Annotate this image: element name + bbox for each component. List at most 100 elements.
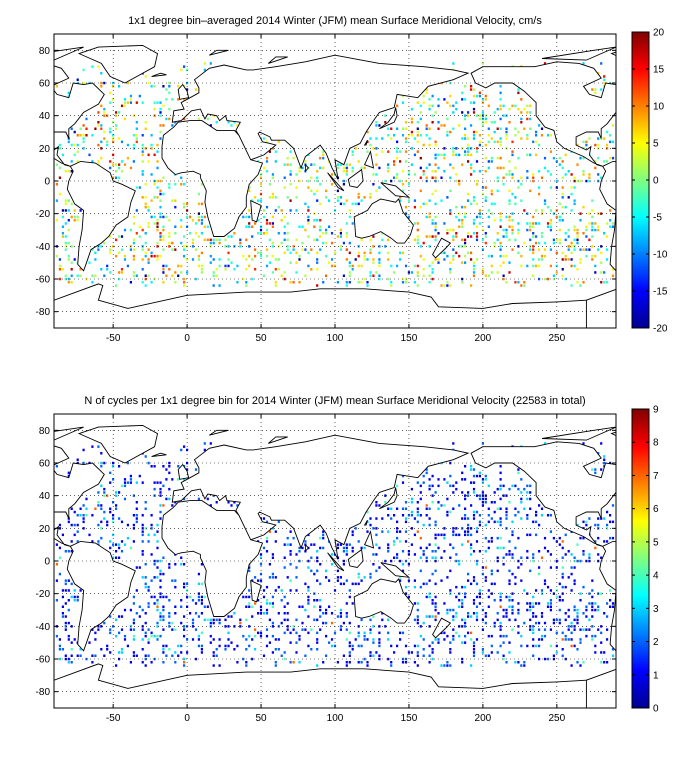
data-cell: [532, 625, 535, 628]
data-cell: [387, 530, 390, 533]
data-cell: [416, 284, 419, 287]
data-cell: [268, 150, 271, 153]
data-cell: [262, 546, 266, 550]
data-cell: [177, 465, 180, 468]
data-cell: [508, 501, 511, 504]
data-cell: [472, 517, 476, 520]
data-cell: [372, 553, 375, 556]
data-cell: [150, 281, 153, 284]
data-cell: [378, 631, 381, 635]
data-cell: [413, 264, 416, 268]
data-cell: [496, 612, 499, 615]
data-cell: [428, 98, 431, 101]
data-cell: [505, 254, 508, 258]
data-cell: [585, 628, 588, 631]
y-tick-label: -60: [36, 655, 51, 666]
data-cell: [283, 215, 286, 219]
data-cell: [437, 98, 440, 101]
data-cell: [336, 281, 339, 284]
data-cell: [316, 268, 319, 271]
data-cell: [484, 98, 487, 101]
data-cell: [390, 644, 393, 648]
data-cell: [70, 595, 73, 599]
data-cell: [67, 589, 70, 592]
data-cell: [153, 533, 156, 537]
data-cell: [425, 134, 428, 137]
data-cell: [452, 533, 455, 537]
landmass: [379, 487, 398, 510]
data-cell: [499, 465, 502, 468]
landmass: [151, 452, 167, 457]
data-cell: [535, 140, 538, 144]
data-cell: [472, 641, 476, 644]
data-cell: [268, 530, 271, 533]
data-cell: [535, 130, 538, 134]
data-cell: [478, 170, 481, 173]
data-cell: [484, 117, 487, 121]
data-cell: [416, 501, 419, 504]
data-cell: [369, 274, 372, 277]
data-cell: [579, 219, 582, 222]
data-cell: [390, 664, 393, 667]
data-cell: [591, 589, 594, 592]
data-cell: [100, 127, 103, 130]
data-cell: [452, 127, 455, 130]
landmass: [353, 578, 414, 624]
x-tick-label: -50: [106, 333, 121, 344]
data-cell: [67, 258, 70, 261]
data-cell: [268, 641, 271, 644]
data-cell: [564, 153, 567, 157]
data-cell: [425, 507, 428, 510]
data-cell: [91, 445, 94, 448]
data-cell: [286, 156, 289, 160]
data-cell: [487, 134, 490, 137]
data-cell: [295, 576, 298, 579]
data-cell: [434, 523, 437, 527]
data-cell: [94, 507, 97, 510]
data-cell: [467, 612, 470, 615]
data-cell: [233, 612, 236, 615]
data-cell: [570, 644, 573, 648]
data-cell: [452, 248, 455, 251]
landmass: [54, 426, 84, 441]
data-cell: [212, 494, 215, 497]
data-cell: [212, 271, 215, 274]
data-cell: [529, 225, 532, 228]
data-cell: [431, 556, 434, 559]
data-cell: [348, 654, 351, 657]
data-cell: [153, 595, 156, 599]
data-cell: [76, 540, 79, 543]
data-cell: [393, 556, 396, 559]
data-cell: [404, 140, 408, 144]
data-cell: [236, 504, 239, 507]
data-cell: [472, 550, 476, 553]
data-cell: [401, 183, 405, 186]
data-cell: [209, 618, 212, 622]
data-cell: [73, 638, 76, 641]
data-cell: [64, 625, 67, 628]
data-cell: [603, 137, 606, 140]
data-cell: [319, 628, 322, 631]
data-cell: [478, 520, 481, 524]
data-cell: [191, 245, 195, 248]
landmass: [177, 463, 190, 480]
x-tick-label: 50: [255, 333, 267, 344]
data-cell: [600, 62, 603, 65]
data-cell: [496, 651, 499, 654]
data-cell: [552, 241, 555, 245]
data-cell: [55, 219, 58, 222]
data-cell: [499, 137, 502, 140]
data-cell: [558, 536, 561, 540]
data-cell: [126, 101, 129, 104]
data-cell: [434, 582, 437, 586]
data-cell: [212, 238, 215, 242]
data-cell: [342, 166, 345, 170]
data-cell: [259, 612, 263, 615]
data-cell: [594, 222, 597, 225]
data-cell: [274, 284, 277, 287]
data-cell: [567, 638, 570, 641]
data-cell: [73, 258, 76, 261]
data-cell: [609, 599, 612, 602]
data-cell: [381, 238, 384, 242]
data-cell: [455, 487, 458, 491]
